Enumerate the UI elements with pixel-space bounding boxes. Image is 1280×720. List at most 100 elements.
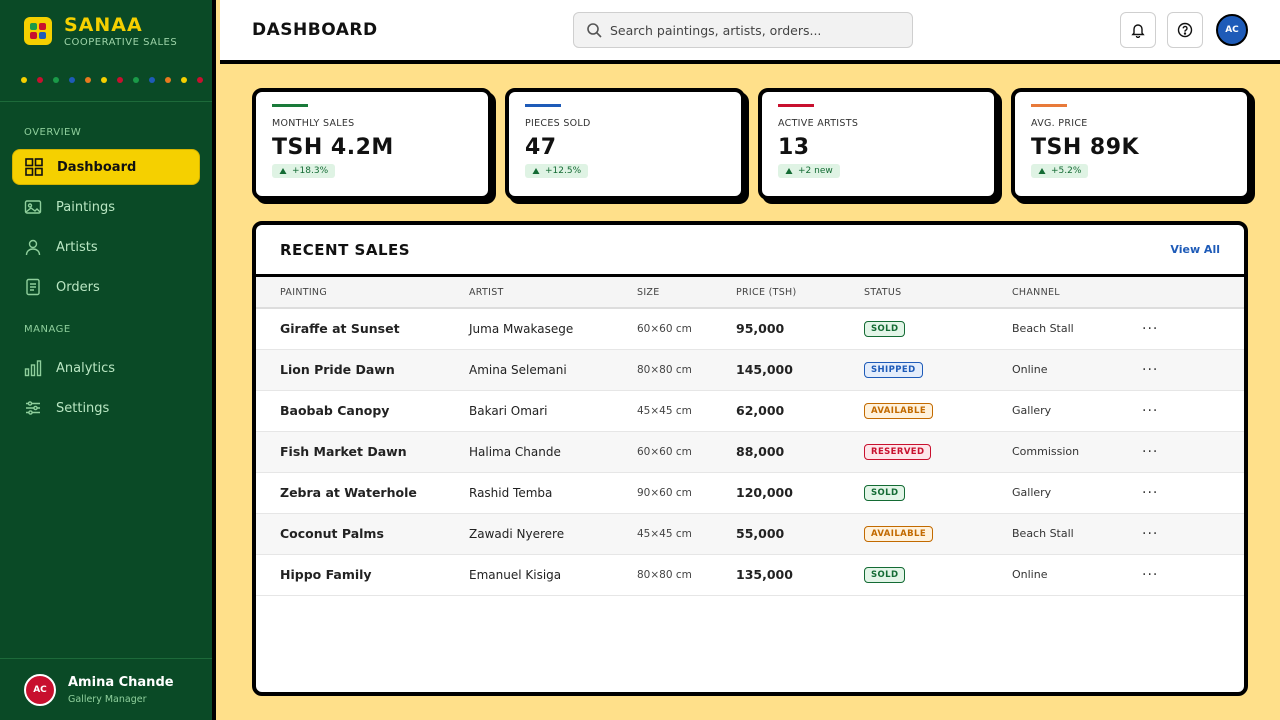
brand[interactable]: SANAA COOPERATIVE SALES: [0, 0, 212, 62]
price-cell: 120,000: [736, 472, 864, 514]
accent-bar: [778, 104, 814, 107]
sales-table: PAINTING ARTIST SIZE PRICE (TSH) STATUS …: [256, 277, 1244, 596]
stat-label: AVG. PRICE: [1031, 118, 1088, 129]
status-cell: RESERVED: [864, 431, 1012, 473]
table-row[interactable]: Coconut Palms Zawadi Nyerere 45×45 cm 55,00…: [256, 513, 1244, 555]
header-avatar[interactable]: AC: [1216, 14, 1248, 46]
channel-cell: Online: [1012, 554, 1142, 596]
sidebar-item-analytics[interactable]: Analytics: [12, 350, 200, 386]
channel-cell: Gallery: [1012, 390, 1142, 432]
top-header: DASHBOARD AC: [220, 0, 1280, 64]
decorative-dot: [21, 77, 27, 83]
sidebar: SANAA COOPERATIVE SALES OVERVIEW Dashboa…: [0, 0, 216, 720]
status-badge: SHIPPED: [864, 362, 923, 378]
stat-value: 47: [525, 135, 557, 160]
status-cell: SOLD: [864, 308, 1012, 350]
decorative-dot: [181, 77, 187, 83]
price-cell: 62,000: [736, 390, 864, 432]
accent-bar: [525, 104, 561, 107]
price-cell: 95,000: [736, 308, 864, 350]
brand-name: SANAA: [64, 13, 143, 36]
column-header-status[interactable]: STATUS: [864, 277, 1012, 309]
table-row[interactable]: Zebra at Waterhole Rashid Temba 90×60 cm 12…: [256, 472, 1244, 514]
table-row[interactable]: Fish Market Dawn Halima Chande 60×60 cm 88,…: [256, 431, 1244, 473]
status-badge: SOLD: [864, 321, 906, 338]
status-cell: SOLD: [864, 554, 1012, 596]
avatar: AC: [24, 673, 56, 706]
sidebar-item-dashboard[interactable]: Dashboard: [12, 149, 200, 185]
size-cell: 60×60 cm: [637, 308, 736, 350]
recent-sales-panel: RECENT SALES View All PAINTING ARTIST SI…: [252, 221, 1248, 696]
help-button[interactable]: [1167, 12, 1203, 48]
status-badge: AVAILABLE: [864, 403, 934, 419]
column-header-actions: [1142, 277, 1244, 309]
column-header-artist[interactable]: ARTIST: [469, 277, 637, 309]
more-options-icon[interactable]: ···: [1142, 320, 1159, 337]
decorative-dot: [69, 77, 75, 83]
channel-cell: Gallery: [1012, 472, 1142, 514]
sidebar-item-paintings[interactable]: Paintings: [12, 189, 200, 225]
search-box[interactable]: [573, 12, 913, 48]
more-options-icon[interactable]: ···: [1142, 361, 1159, 378]
column-header-price[interactable]: PRICE (TSH): [736, 277, 864, 309]
brand-subtitle: COOPERATIVE SALES: [64, 36, 178, 48]
search-input[interactable]: [610, 22, 900, 38]
bar-chart-icon: [24, 360, 42, 377]
user-profile[interactable]: AC Amina Chande Gallery Manager: [0, 658, 212, 720]
size-cell: 45×45 cm: [637, 390, 736, 432]
artist-cell: Zawadi Nyerere: [469, 513, 637, 555]
table-row[interactable]: Giraffe at Sunset Juma Mwakasege 60×60 cm 9…: [256, 308, 1244, 350]
decorative-dot: [53, 77, 59, 83]
table-row[interactable]: Baobab Canopy Bakari Omari 45×45 cm 62,000 A…: [256, 390, 1244, 432]
channel-cell: Beach Stall: [1012, 513, 1142, 555]
artist-cell: Juma Mwakasege: [469, 308, 637, 350]
sliders-icon: [26, 401, 40, 415]
actions-cell: ···: [1142, 513, 1244, 555]
user-role: Gallery Manager: [68, 693, 147, 705]
section-label-overview: OVERVIEW: [24, 127, 82, 138]
sidebar-item-settings[interactable]: Settings: [12, 390, 200, 426]
stat-delta: +5.2%: [1031, 164, 1089, 178]
column-header-size[interactable]: SIZE: [637, 277, 736, 309]
sidebar-item-orders[interactable]: Orders: [12, 269, 200, 305]
status-cell: AVAILABLE: [864, 513, 1012, 555]
stat-card-avg-price: AVG. PRICE TSH 89K +5.2%: [1011, 88, 1251, 200]
panel-header: RECENT SALES View All: [256, 225, 1244, 277]
table-row[interactable]: Lion Pride Dawn Amina Selemani 80×80 cm 145…: [256, 349, 1244, 391]
more-options-icon[interactable]: ···: [1142, 443, 1159, 460]
decorative-dots: [0, 62, 212, 102]
price-cell: 135,000: [736, 554, 864, 596]
decorative-dot: [133, 77, 139, 83]
size-cell: 80×80 cm: [637, 349, 736, 391]
stat-value: TSH 89K: [1031, 135, 1140, 160]
painting-cell: Zebra at Waterhole: [256, 472, 469, 514]
sidebar-item-artists[interactable]: Artists: [12, 229, 200, 265]
arrow-up-icon: [785, 168, 793, 174]
column-header-painting[interactable]: PAINTING: [256, 277, 469, 309]
table-row[interactable]: Hippo Family Emanuel Kisiga 80×80 cm 135,00…: [256, 554, 1244, 596]
column-header-channel[interactable]: CHANNEL: [1012, 277, 1142, 309]
accent-bar: [272, 104, 308, 107]
notifications-button[interactable]: [1120, 12, 1156, 48]
more-options-icon[interactable]: ···: [1142, 402, 1159, 419]
price-cell: 88,000: [736, 431, 864, 473]
table-header-row: PAINTING ARTIST SIZE PRICE (TSH) STATUS …: [256, 277, 1244, 309]
stat-card-monthly-sales: MONTHLY SALES TSH 4.2M +18.3%: [252, 88, 492, 200]
actions-cell: ···: [1142, 554, 1244, 596]
more-options-icon[interactable]: ···: [1142, 566, 1159, 583]
painting-cell: Hippo Family: [256, 554, 469, 596]
price-cell: 55,000: [736, 513, 864, 555]
stat-delta-text: +2 new: [798, 166, 833, 176]
stat-delta: +18.3%: [272, 164, 336, 178]
painting-cell: Fish Market Dawn: [256, 431, 469, 473]
size-cell: 90×60 cm: [637, 472, 736, 514]
stat-value: TSH 4.2M: [272, 135, 394, 160]
user-name: Amina Chande: [68, 674, 174, 690]
price-cell: 145,000: [736, 349, 864, 391]
more-options-icon[interactable]: ···: [1142, 484, 1159, 501]
status-badge: SOLD: [864, 567, 906, 583]
view-all-link[interactable]: View All: [1170, 243, 1220, 256]
panel-title: RECENT SALES: [280, 240, 411, 259]
more-options-icon[interactable]: ···: [1142, 525, 1159, 542]
accent-bar: [1031, 104, 1067, 107]
